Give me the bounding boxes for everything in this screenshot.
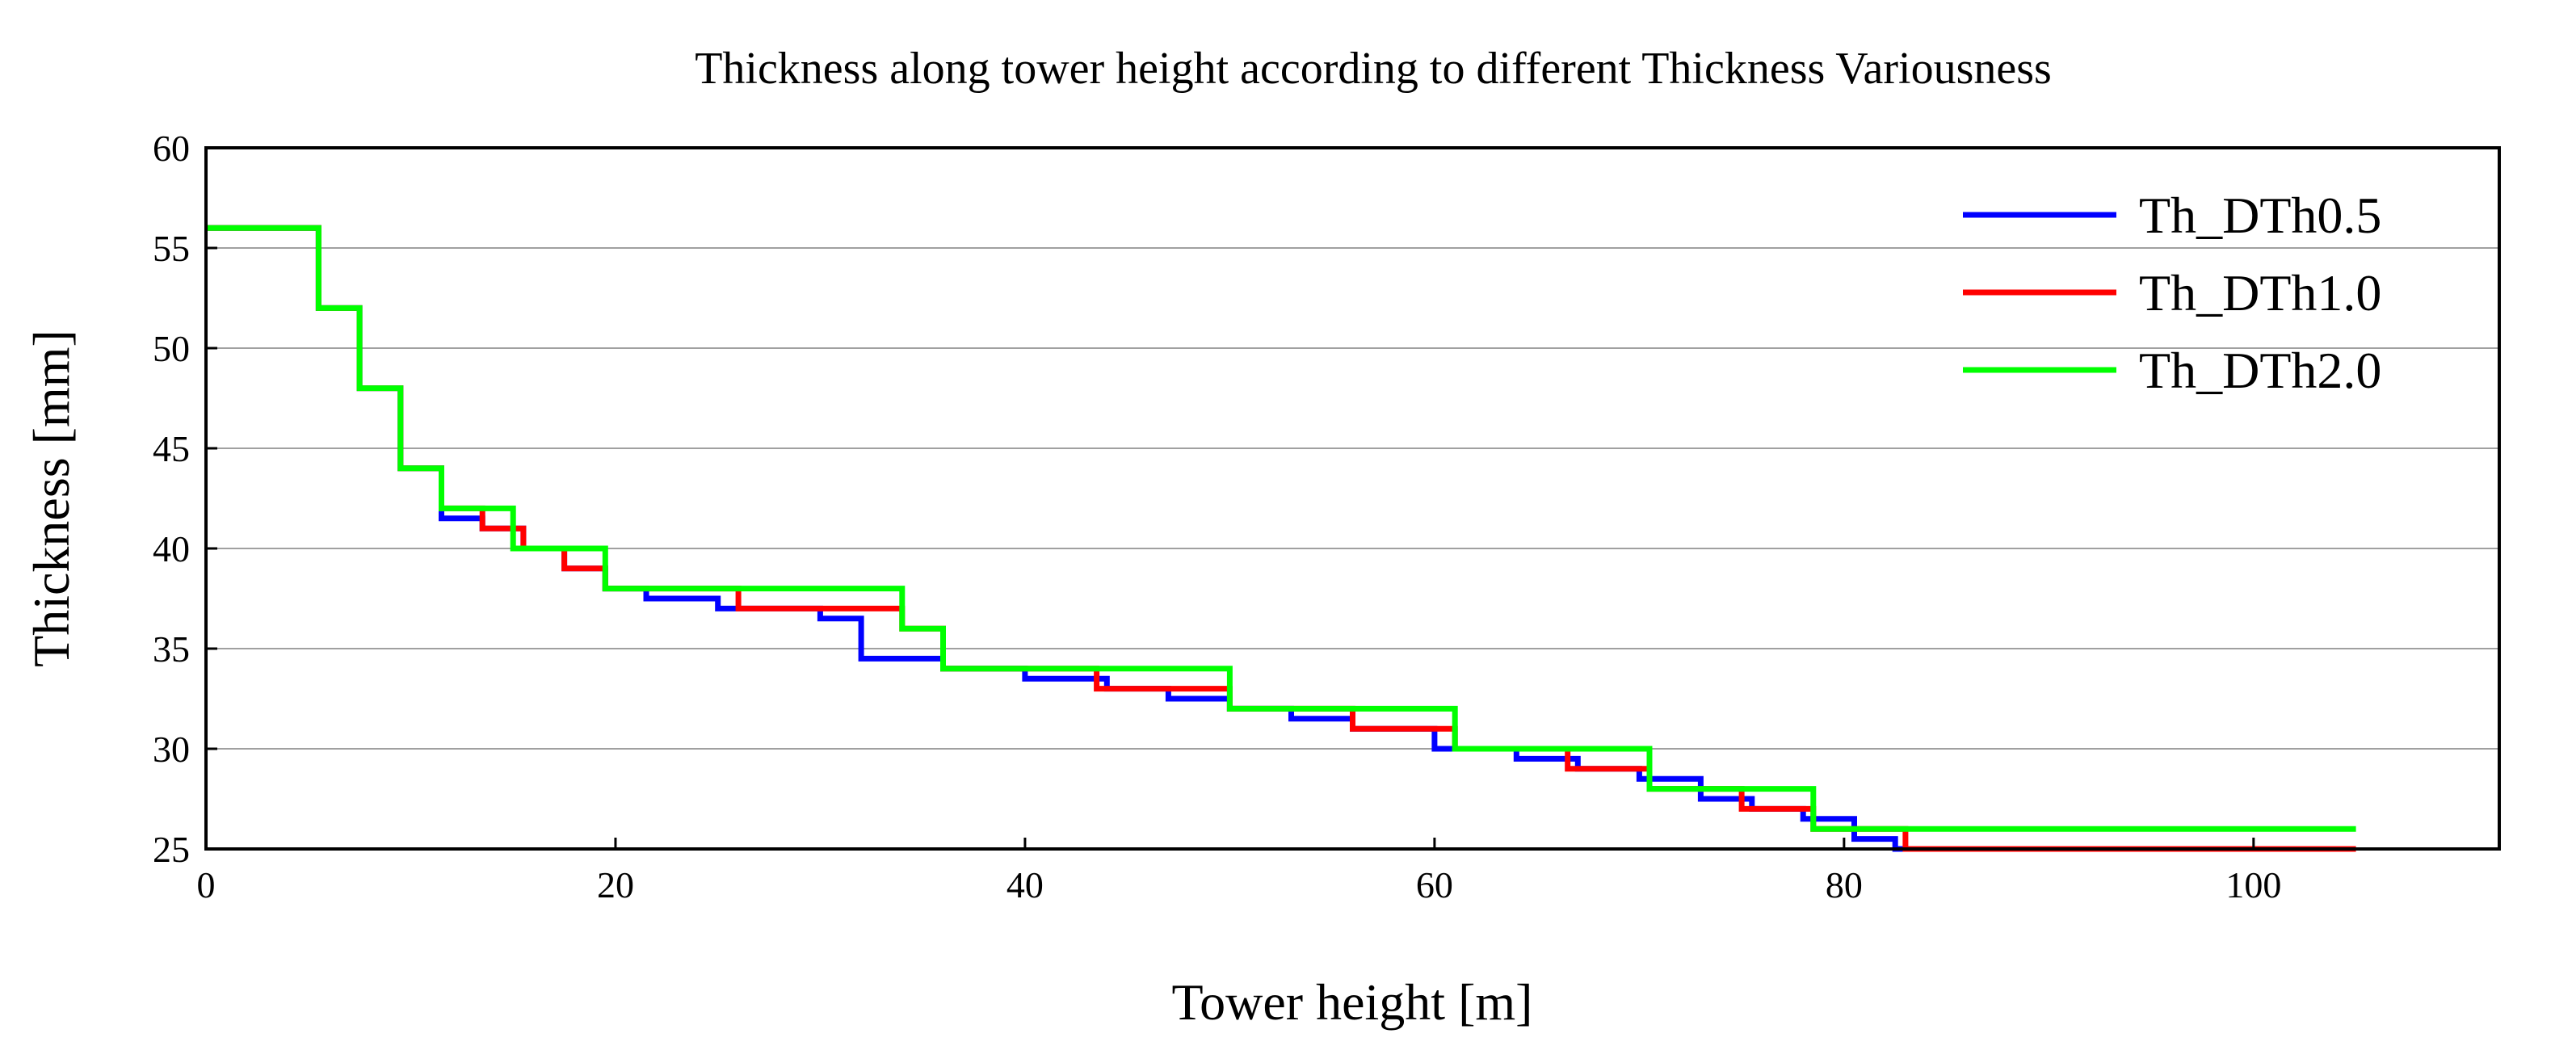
y-tick-label: 30	[153, 729, 190, 770]
y-axis-title: Thickness [mm]	[23, 330, 80, 667]
y-tick-label: 45	[153, 428, 190, 469]
y-tick-label: 60	[153, 128, 190, 169]
x-tick-label: 80	[1826, 864, 1863, 905]
series-layer	[206, 225, 2356, 852]
y-tick-label: 25	[153, 829, 190, 870]
chart-title: Thickness along tower height according t…	[695, 44, 2052, 94]
x-tick-label: 100	[2225, 864, 2281, 905]
series-line-th-dth1-0	[206, 225, 2356, 852]
y-tick-label: 35	[153, 628, 190, 670]
x-tick-label: 0	[197, 864, 216, 905]
plot-frame	[204, 146, 2501, 851]
x-tick-label: 20	[597, 864, 634, 905]
legend-label: Th_DTh0.5	[2139, 187, 2381, 244]
legend-label: Th_DTh1.0	[2139, 264, 2381, 321]
y-tick-label: 55	[153, 228, 190, 269]
legend-label: Th_DTh2.0	[2139, 342, 2381, 399]
y-tick-label: 50	[153, 328, 190, 369]
x-axis-title: Tower height [m]	[1172, 973, 1533, 1031]
y-axis: 25 30 35 40 45 50 55 60	[153, 128, 217, 870]
x-tick-label: 60	[1416, 864, 1453, 905]
series-line-th-dth2-0	[206, 225, 2356, 832]
x-tick-label: 40	[1006, 864, 1044, 905]
y-tick-label: 40	[153, 528, 190, 569]
legend: Th_DTh0.5 Th_DTh1.0 Th_DTh2.0	[1963, 187, 2381, 399]
x-axis: 0 20 40 60 80 100	[197, 838, 2281, 905]
grid-lines	[206, 247, 2499, 750]
